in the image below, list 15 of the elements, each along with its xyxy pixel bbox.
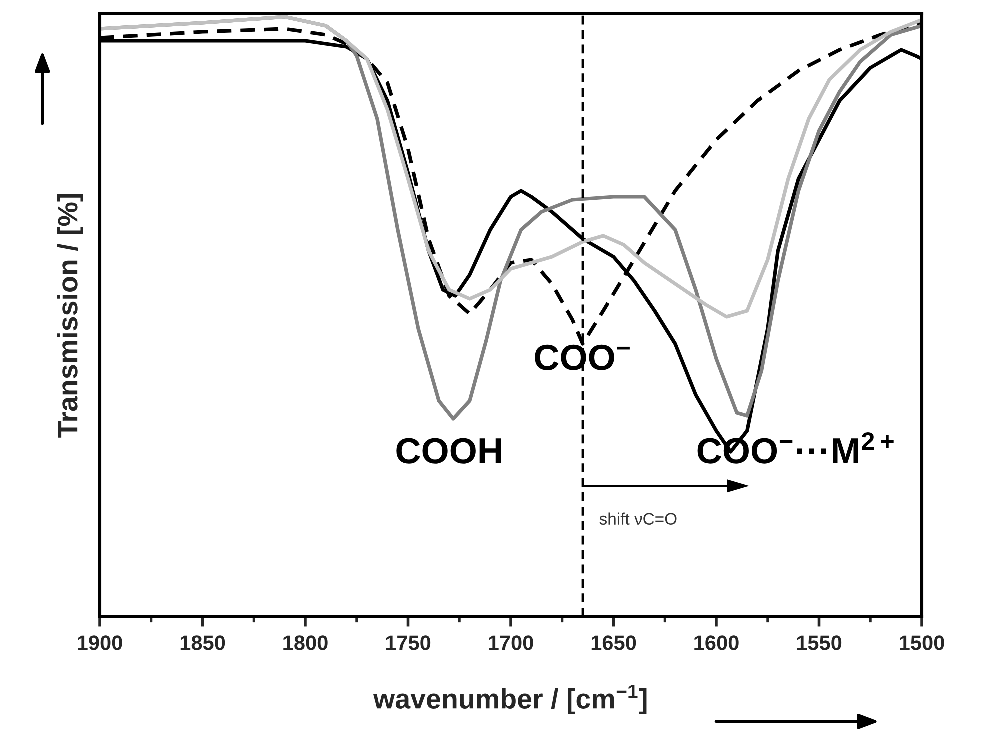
x-tick-label: 1700 <box>489 636 534 650</box>
x-tick-label: 1850 <box>180 636 226 650</box>
annotation: shift νC=O <box>600 512 677 525</box>
y-axis-title: Transmission / [%] <box>57 194 84 438</box>
annotation: COOH <box>396 438 502 464</box>
x-tick-label: 1750 <box>386 636 431 650</box>
x-tick-label: 1500 <box>900 636 944 650</box>
x-tick-label: 1800 <box>284 636 328 650</box>
x-tick-label: 1650 <box>592 636 636 650</box>
x-axis-title: wavenumber / [cm$^{−1}$] <box>373 685 647 714</box>
annotation: COO$^{−}$···M$^{2+}$ <box>698 432 894 464</box>
x-tick-label: 1550 <box>797 636 842 650</box>
annotation: COO$^{−}$ <box>535 344 630 370</box>
x-tick-label: 1600 <box>694 636 739 650</box>
x-tick-label: 1900 <box>78 636 122 650</box>
